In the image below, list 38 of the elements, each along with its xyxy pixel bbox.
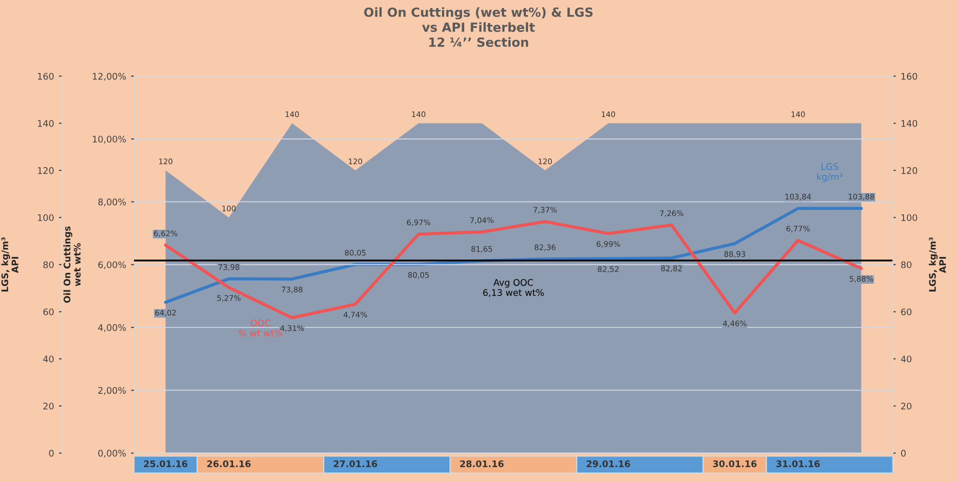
x-tick-label: 28.01.16 bbox=[460, 460, 504, 468]
y-axis-title: Oil On Cuttings wet wt% bbox=[63, 226, 81, 303]
y-tick-label: 10,00% bbox=[92, 136, 126, 144]
y2-tick-label: 40 bbox=[900, 356, 912, 362]
y2-tick-label: 0 bbox=[901, 450, 906, 457]
x-tick-label: 27.01.16 bbox=[334, 460, 378, 468]
y2-axis-title: LGS, kg/m³ API bbox=[928, 237, 946, 292]
y3-axis-title: LGS, kg/m³ API bbox=[1, 237, 18, 292]
y2-tick-label: 100 bbox=[902, 214, 918, 222]
x-tick-label: 31.01.16 bbox=[776, 460, 820, 468]
y2-tick-label: 140 bbox=[902, 120, 918, 127]
y3-tick-label: 0 bbox=[49, 450, 54, 457]
y2-tick-label: 120 bbox=[902, 167, 918, 174]
y3-tick-label: 80 bbox=[43, 261, 54, 268]
y3-tick-label: 40 bbox=[43, 356, 54, 362]
text: LGS kg/m³ bbox=[817, 163, 842, 182]
y2-tick-label: 160 bbox=[902, 72, 918, 80]
y2-tick-label: 60 bbox=[901, 308, 912, 316]
y3-tick-label: 120 bbox=[38, 167, 54, 174]
y2-tick-label: 20 bbox=[901, 402, 912, 410]
y-tick-label: 4,00% bbox=[98, 324, 126, 332]
y2-tick-label: 80 bbox=[901, 261, 912, 268]
y-tick-label: 12,00% bbox=[92, 72, 126, 81]
y3-tick-label: 160 bbox=[38, 72, 54, 80]
ref-line-label: Avg OOC 6,13 wet wt% bbox=[483, 279, 544, 297]
y-tick-label: 8,00% bbox=[98, 198, 126, 206]
y3-tick-label: 140 bbox=[38, 120, 54, 127]
x-tick-label: 25.01.16 bbox=[144, 460, 188, 468]
x-tick-label: 26.01.16 bbox=[207, 460, 251, 468]
chart-title: Oil On Cuttings (wet wt%) & LGS vs API Filterbelt 12 ¼’’ Section bbox=[364, 7, 593, 47]
y-tick-label: 6,00% bbox=[98, 261, 126, 270]
y3-tick-label: 100 bbox=[38, 214, 54, 222]
y-tick-label: 0,00% bbox=[98, 450, 126, 458]
x-tick-label: 29.01.16 bbox=[586, 460, 630, 468]
y3-tick-label: 20 bbox=[43, 402, 54, 410]
y-tick-label: 2,00% bbox=[98, 386, 126, 395]
x-tick-label: 30.01.16 bbox=[713, 460, 757, 468]
y3-tick-label: 60 bbox=[43, 308, 54, 316]
